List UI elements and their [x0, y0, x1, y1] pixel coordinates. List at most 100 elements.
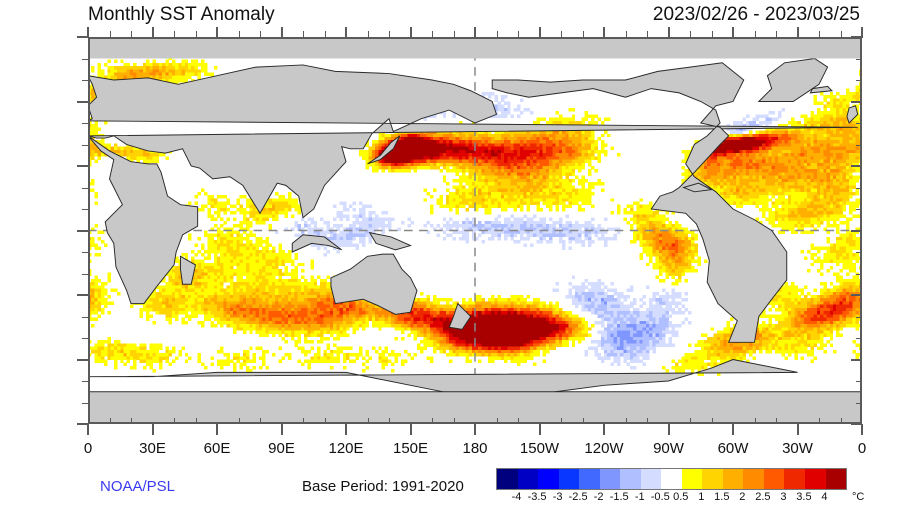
x-axis-minor-tick [367, 418, 369, 424]
y-axis-minor-tick [82, 273, 88, 275]
x-axis-minor-tick [819, 418, 820, 424]
landmass-3 [330, 253, 418, 315]
colorbar-swatch-2 [538, 469, 559, 489]
y-axis-tick-right [851, 423, 862, 425]
x-axis-minor-tick [303, 418, 304, 424]
colorbar-swatch-13 [763, 469, 785, 489]
x-axis-minor-tick [453, 418, 455, 424]
y-axis-minor-tick [856, 187, 862, 189]
x-axis-minor-tick [518, 31, 519, 37]
y-axis-tick-right [851, 165, 862, 167]
x-axis-tick-label: 90E [268, 440, 295, 457]
x-axis-tick-top [151, 27, 154, 38]
colorbar-tick-label: -3.5 [527, 491, 547, 503]
x-axis-tick-label: 0 [857, 440, 867, 457]
x-axis-minor-tick [432, 31, 433, 37]
x-axis-tick [538, 424, 541, 435]
x-axis-tick-top [538, 27, 541, 38]
y-axis-minor-tick [82, 144, 88, 146]
colorbar-tick-label: 3.5 [796, 491, 812, 503]
colorbar-swatches [496, 468, 847, 490]
x-axis-minor-tick [582, 418, 584, 424]
colorbar-tick-label: 1.5 [714, 491, 730, 503]
landmass-madagascar [179, 255, 197, 285]
x-axis-tick [861, 424, 863, 435]
x-axis-minor-tick [518, 418, 519, 424]
y-axis-tick [77, 294, 88, 296]
attribution-label: NOAA/PSL [100, 478, 176, 495]
colorbar-swatch-1 [517, 469, 539, 489]
x-axis-tick [474, 424, 476, 435]
landmass-antarctica [88, 391, 862, 424]
x-axis-tick [732, 424, 734, 435]
date-range-label: 2023/02/26 - 2023/03/25 [652, 4, 860, 25]
colorbar-tick-label: -3 [552, 491, 563, 503]
colorbar-swatch-15 [804, 469, 826, 489]
x-axis-minor-tick [453, 31, 455, 37]
landmass-greenland [757, 57, 829, 102]
x-axis-minor-tick [840, 418, 842, 424]
colorbar-swatch-14 [784, 469, 805, 489]
x-axis-tick-label: 150W [519, 440, 560, 457]
colorbar-swatch-11 [722, 469, 744, 489]
colorbar-tick-label: 0.5 [673, 491, 689, 503]
x-axis-minor-tick [195, 31, 197, 37]
colorbar-tick-label: 2.5 [755, 491, 771, 503]
x-axis-minor-tick [324, 418, 326, 424]
colorbar-tick-label: -4 [511, 491, 522, 503]
x-axis-minor-tick [754, 418, 756, 424]
y-axis-minor-tick [856, 209, 862, 210]
y-axis-tick [77, 358, 88, 361]
colorbar-tick-label: -1.5 [609, 491, 629, 503]
x-axis-minor-tick [647, 418, 648, 424]
x-axis-minor-tick [174, 31, 175, 37]
x-axis-tick [280, 424, 283, 435]
x-axis-minor-tick [131, 418, 132, 424]
x-axis-minor-tick [324, 31, 326, 37]
colorbar-tick-label: -1 [634, 491, 645, 503]
y-axis-minor-tick [856, 316, 862, 318]
x-axis-minor-tick [303, 31, 304, 37]
landmass-cuba [682, 182, 714, 193]
x-axis-minor-tick [582, 31, 584, 37]
x-axis-tick-label: 90W [653, 440, 684, 457]
landmass-iceland [809, 85, 833, 94]
y-axis-minor-tick [856, 381, 862, 382]
colorbar [496, 468, 847, 490]
x-axis-tick-top [603, 27, 605, 38]
x-axis-tick-label: 0 [83, 440, 93, 457]
x-axis-minor-tick [131, 31, 132, 37]
colorbar-swatch-6 [620, 469, 641, 489]
y-axis-minor-tick [82, 209, 88, 210]
y-axis-tick [77, 229, 88, 232]
x-axis-minor-tick [109, 31, 111, 37]
y-axis-minor-tick [856, 144, 862, 146]
colorbar-swatch-0 [497, 469, 518, 489]
world-map-svg [88, 37, 862, 424]
x-axis-minor-tick [625, 418, 627, 424]
x-axis-tick-top [345, 27, 347, 38]
y-axis-tick-right [851, 229, 862, 232]
x-axis-minor-tick [496, 31, 498, 37]
x-axis-minor-tick [238, 31, 240, 37]
y-axis-minor-tick [82, 187, 88, 189]
x-axis-minor-tick [690, 418, 691, 424]
x-axis-minor-tick [625, 31, 627, 37]
x-axis-minor-tick [389, 418, 390, 424]
x-axis-tick-label: 180 [462, 440, 488, 457]
x-axis-minor-tick [496, 418, 498, 424]
x-axis-tick-top [796, 27, 799, 38]
y-axis-tick [77, 423, 88, 425]
x-axis-minor-tick [647, 31, 648, 37]
x-axis-tick [409, 424, 412, 435]
colorbar-swatch-7 [640, 469, 662, 489]
x-axis-minor-tick [260, 31, 261, 37]
colorbar-swatch-3 [558, 469, 580, 489]
x-axis-tick-top [667, 27, 670, 38]
colorbar-swatch-10 [702, 469, 723, 489]
x-axis-minor-tick [260, 418, 261, 424]
landmass-japan [367, 135, 401, 165]
x-axis-tick [796, 424, 799, 435]
x-axis-tick-label: 120W [584, 440, 624, 457]
x-axis-tick-top [87, 27, 89, 38]
